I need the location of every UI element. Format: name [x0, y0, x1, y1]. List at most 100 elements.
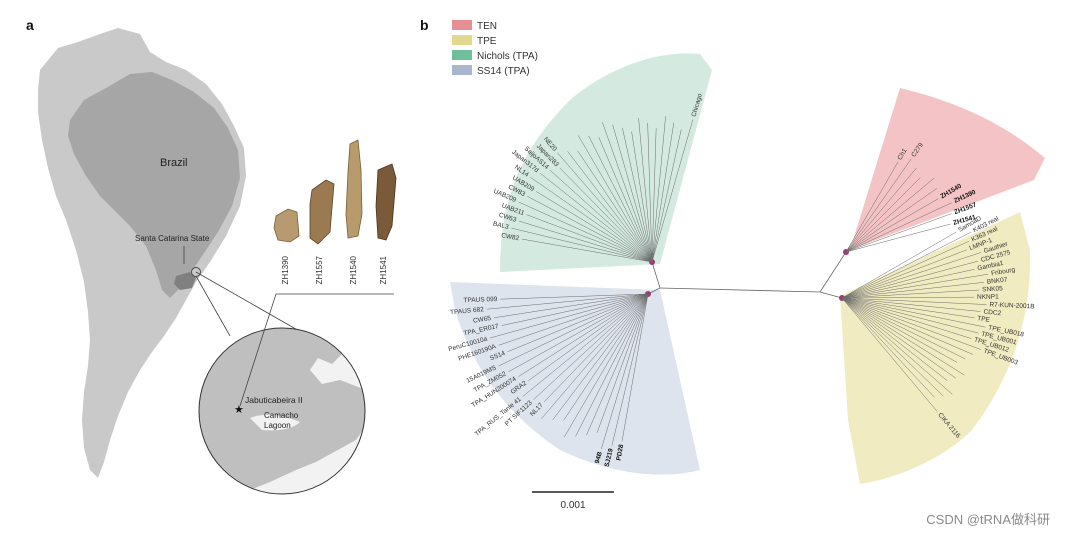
- branch-nichols-tpa-0: [521, 238, 653, 263]
- branch-tpe-22: [841, 297, 956, 379]
- branch-tpe-15: [841, 297, 979, 334]
- branch-tpe-20: [841, 297, 958, 363]
- branch-ten-6: [845, 198, 939, 253]
- lagoon-shape: [250, 414, 300, 431]
- branch-tpe-17: [841, 297, 982, 350]
- legend-swatch-ten: [452, 20, 472, 30]
- tip-label-tpe-12: CDC2: [983, 309, 1002, 318]
- tree-branches: [486, 116, 989, 450]
- branch-ss14-tpa-4: [489, 293, 649, 339]
- branch-ten-7: [845, 202, 952, 253]
- branch-ten-2: [845, 167, 917, 253]
- branch-tpe-23: [841, 297, 948, 381]
- clade-background-ten: [850, 88, 1045, 250]
- tip-label-nichols-tpa-0: CW82: [501, 232, 520, 242]
- branch-tpe-4: [841, 252, 982, 299]
- brazil-region: [68, 72, 240, 298]
- scale-bar: 0.001: [532, 491, 614, 511]
- branch-nichols-tpa-1: [511, 227, 653, 263]
- branch-tpe-1: [841, 232, 971, 299]
- tip-label-ss14-tpa-1: TPAUS 682: [450, 306, 485, 316]
- tip-label-ss14-tpa-2: CW65: [473, 315, 492, 325]
- branch-tpe-7: [841, 273, 989, 299]
- branch-tpe-18: [841, 297, 974, 355]
- branch-tpe-10: [841, 296, 974, 299]
- branch-nichols-tpa-26: [651, 129, 682, 263]
- branch-tpe-2: [841, 240, 970, 299]
- branch-ss14-tpa-3: [501, 293, 649, 326]
- specimen-label-zh1390: ZH1390: [281, 255, 290, 284]
- branch-nichols-tpa-27: [651, 119, 694, 263]
- branch-nichols-tpa-21: [638, 118, 653, 263]
- branch-tpe-16: [841, 297, 972, 339]
- specimen-pointer-line: [239, 293, 394, 407]
- bone-specimen-zh1557: [309, 179, 335, 245]
- tip-label-tpe-13: TPE: [977, 315, 991, 324]
- branch-ss14-tpa-1: [486, 293, 649, 310]
- branch-ten-3: [845, 177, 921, 253]
- branch-ss14-tpa-8: [508, 293, 649, 373]
- tree-backbone: [647, 251, 847, 299]
- branch-ss14-tpa-10: [528, 293, 649, 381]
- branch-tpe-0: [841, 231, 957, 299]
- tip-label-ss14-tpa-21: 94B: [594, 451, 604, 465]
- branch-nichols-tpa-14: [578, 135, 653, 263]
- bone-specimen-zh1390: [273, 208, 300, 243]
- branch-tpe-6: [841, 269, 975, 299]
- branch-nichols-tpa-18: [612, 124, 653, 263]
- branch-nichols-tpa-22: [647, 122, 653, 263]
- branch-tpe-5: [841, 260, 979, 299]
- branch-nichols-tpa-20: [631, 131, 653, 263]
- tip-label-ss14-tpa-22: SJ219: [604, 447, 615, 467]
- branch-ten-1: [845, 158, 912, 253]
- panel-a: a Brazil Santa Catarina State ★: [26, 17, 397, 495]
- branch-nichols-tpa-10: [559, 167, 653, 263]
- branch-tpe-19: [841, 297, 966, 360]
- branch-ss14-tpa-9: [518, 293, 649, 377]
- branch-ss14-tpa-22: [611, 293, 649, 446]
- branch-ten-5: [845, 188, 938, 253]
- state-label: Santa Catarina State: [135, 234, 210, 243]
- branch-nichols-tpa-3: [526, 214, 653, 263]
- clade-background-tpe: [840, 212, 1031, 484]
- branch-tpe-21: [841, 297, 965, 376]
- branch-ss14-tpa-6: [507, 293, 649, 352]
- branch-nichols-tpa-13: [577, 150, 653, 263]
- brazil-label: Brazil: [160, 157, 188, 169]
- branch-ten-0: [845, 161, 899, 253]
- clade-background-ss14: [450, 282, 700, 475]
- specimen-label-zh1557: ZH1557: [315, 255, 324, 284]
- branch-tpe-8: [841, 282, 984, 299]
- branch-ss14-tpa-14: [541, 293, 649, 419]
- branch-tpe-27: [841, 297, 938, 412]
- legend-swatch-nichols-tpa: [452, 50, 472, 60]
- branch-nichols-tpa-2: [518, 220, 653, 263]
- legend: TEN TPE Nichols (TPA) SS14 (TPA): [452, 20, 538, 77]
- branch-ss14-tpa-23: [621, 293, 649, 442]
- inset-connector-line-2: [195, 271, 309, 337]
- branch-ss14-tpa-11: [522, 293, 649, 397]
- legend-label-ten: TEN: [477, 21, 497, 32]
- branch-ss14-tpa-5: [498, 293, 649, 346]
- tip-label-tpe-8: BNK07: [987, 276, 1009, 285]
- tip-label-tpe-9: SNK05: [982, 285, 1003, 293]
- branch-ss14-tpa-12: [533, 293, 649, 400]
- specimen-label-zh1541: ZH1541: [379, 255, 388, 284]
- tip-label-tpe-11: R7-KUN-2001B: [989, 301, 1034, 310]
- branch-nichols-tpa-6: [536, 191, 653, 263]
- tip-label-tpe-7: Fribourg: [991, 266, 1016, 277]
- specimen-labels: ZH1390 ZH1557 ZH1540 ZH1541: [281, 255, 388, 284]
- specimen-photos: [273, 139, 397, 245]
- branch-ss14-tpa-18: [575, 293, 649, 437]
- legend-label-ss14-tpa: SS14 (TPA): [477, 66, 530, 77]
- site-inset-map: ★ Jabuticabeira II Camacho Lagoon: [198, 293, 394, 495]
- branch-tpe-24: [841, 297, 953, 395]
- tip-label-nichols-tpa-1: BAL3: [492, 220, 509, 231]
- branch-nichols-tpa-17: [602, 122, 653, 263]
- tip-label-ss14-tpa-23: PD28: [615, 444, 625, 462]
- branch-nichols-tpa-12: [567, 151, 653, 263]
- branch-nichols-tpa-9: [549, 169, 653, 263]
- branch-nichols-tpa-8: [540, 173, 653, 263]
- legend-swatch-tpe: [452, 35, 472, 45]
